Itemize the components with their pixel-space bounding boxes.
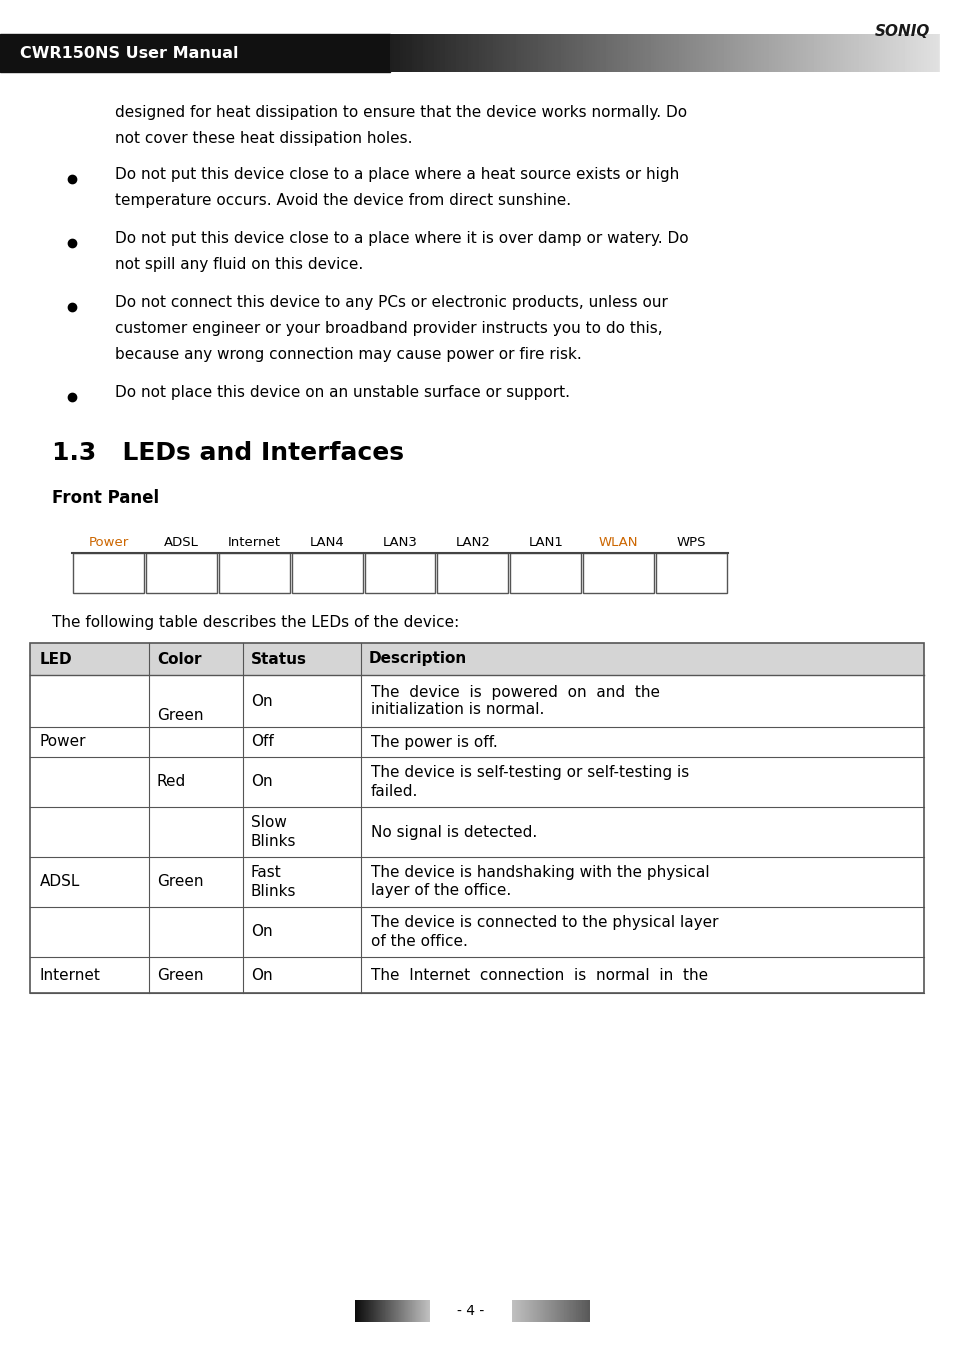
Text: On: On xyxy=(251,694,273,709)
Text: ADSL: ADSL xyxy=(164,536,198,549)
Bar xyxy=(582,554,654,593)
Text: of the office.: of the office. xyxy=(371,933,467,949)
Text: because any wrong connection may cause power or fire risk.: because any wrong connection may cause p… xyxy=(115,347,581,362)
Text: Do not put this device close to a place where it is over damp or watery. Do: Do not put this device close to a place … xyxy=(115,231,688,246)
Text: LAN2: LAN2 xyxy=(455,536,490,549)
Text: CWR150NS User Manual: CWR150NS User Manual xyxy=(20,46,238,61)
Text: initialization is normal.: initialization is normal. xyxy=(371,702,543,717)
Text: No signal is detected.: No signal is detected. xyxy=(371,825,537,840)
Bar xyxy=(939,34,953,72)
Text: Green: Green xyxy=(156,709,203,724)
Bar xyxy=(364,554,435,593)
Text: Power: Power xyxy=(40,733,87,748)
Text: LED: LED xyxy=(40,652,72,667)
Text: The device is self-testing or self-testing is: The device is self-testing or self-testi… xyxy=(371,765,688,780)
Text: designed for heat dissipation to ensure that the device works normally. Do: designed for heat dissipation to ensure … xyxy=(115,105,686,120)
Text: Do not place this device on an unstable surface or support.: Do not place this device on an unstable … xyxy=(115,385,569,400)
Text: LAN3: LAN3 xyxy=(382,536,417,549)
Text: The  device  is  powered  on  and  the: The device is powered on and the xyxy=(371,684,659,699)
Text: Do not put this device close to a place where a heat source exists or high: Do not put this device close to a place … xyxy=(115,167,679,182)
Text: The  Internet  connection  is  normal  in  the: The Internet connection is normal in the xyxy=(371,968,707,983)
Text: On: On xyxy=(251,775,273,790)
Text: Color: Color xyxy=(156,652,201,667)
Text: temperature occurs. Avoid the device from direct sunshine.: temperature occurs. Avoid the device fro… xyxy=(115,193,571,208)
Bar xyxy=(146,554,216,593)
Text: Fast
Blinks: Fast Blinks xyxy=(251,864,296,899)
Bar xyxy=(0,34,390,72)
Bar xyxy=(510,554,580,593)
Text: not spill any fluid on this device.: not spill any fluid on this device. xyxy=(115,256,363,271)
Text: The device is handshaking with the physical: The device is handshaking with the physi… xyxy=(371,865,709,880)
Text: - 4 -: - 4 - xyxy=(456,1304,484,1318)
Text: layer of the office.: layer of the office. xyxy=(371,883,511,899)
Text: The device is connected to the physical layer: The device is connected to the physical … xyxy=(371,915,718,930)
Text: not cover these heat dissipation holes.: not cover these heat dissipation holes. xyxy=(115,131,412,146)
Text: LAN1: LAN1 xyxy=(528,536,562,549)
Text: Internet: Internet xyxy=(228,536,280,549)
Bar xyxy=(437,554,508,593)
Text: Front Panel: Front Panel xyxy=(52,489,159,508)
Text: Power: Power xyxy=(89,536,129,549)
Text: Off: Off xyxy=(251,734,274,749)
Text: WLAN: WLAN xyxy=(598,536,638,549)
Text: Internet: Internet xyxy=(40,968,101,983)
Text: Description: Description xyxy=(369,652,467,667)
Text: The following table describes the LEDs of the device:: The following table describes the LEDs o… xyxy=(52,616,458,630)
Text: 1.3   LEDs and Interfaces: 1.3 LEDs and Interfaces xyxy=(52,441,403,464)
Text: SONIQ: SONIQ xyxy=(874,24,929,39)
Text: Green: Green xyxy=(156,875,203,890)
Text: failed.: failed. xyxy=(371,783,417,798)
Bar xyxy=(30,643,923,994)
Text: On: On xyxy=(251,968,273,983)
Text: Do not connect this device to any PCs or electronic products, unless our: Do not connect this device to any PCs or… xyxy=(115,296,667,310)
Text: WPS: WPS xyxy=(676,536,705,549)
Bar xyxy=(73,554,144,593)
Text: Red: Red xyxy=(156,775,186,790)
Text: customer engineer or your broadband provider instructs you to do this,: customer engineer or your broadband prov… xyxy=(115,321,662,336)
Bar xyxy=(292,554,362,593)
Text: On: On xyxy=(251,925,273,940)
Bar xyxy=(30,643,923,675)
Bar xyxy=(656,554,726,593)
Text: Slow
Blinks: Slow Blinks xyxy=(251,814,296,849)
Text: Green: Green xyxy=(156,968,203,983)
Bar xyxy=(218,554,290,593)
Text: Status: Status xyxy=(251,652,307,667)
Text: The power is off.: The power is off. xyxy=(371,734,497,749)
Text: ADSL: ADSL xyxy=(40,875,80,890)
Text: LAN4: LAN4 xyxy=(310,536,344,549)
